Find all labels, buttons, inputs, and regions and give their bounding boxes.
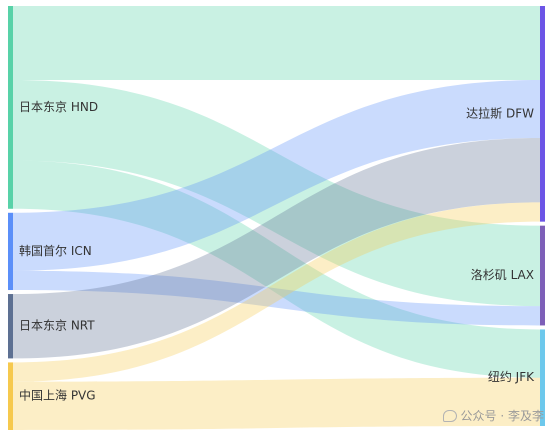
chat-bubble-icon: [442, 409, 457, 422]
link-hnd-lax: [13, 80, 540, 307]
node-label-icn: 韩国首尔 ICN: [19, 243, 92, 258]
link-icn-dfw: [13, 80, 540, 271]
link-pvg-jfk: [13, 377, 540, 430]
node-dfw: [540, 6, 545, 222]
node-pvg: [8, 362, 13, 430]
link-icn-lax: [13, 270, 540, 326]
node-label-jfk: 纽约 JFK: [488, 369, 535, 384]
node-hnd: [8, 6, 13, 209]
node-icn: [8, 212, 13, 291]
link-nrt-dfw: [13, 137, 540, 359]
link-hnd-dfw: [13, 6, 540, 81]
node-label-pvg: 中国上海 PVG: [19, 388, 96, 403]
sankey-labels: 日本东京 HND 韩国首尔 ICN 日本东京 NRT 中国上海 PVG 达拉斯 DFW 洛…: [19, 100, 535, 403]
sankey-nodes: [8, 6, 545, 430]
node-label-nrt: 日本东京 NRT: [19, 319, 95, 333]
node-label-dfw: 达拉斯 DFW: [466, 105, 534, 120]
node-label-hnd: 日本东京 HND: [19, 100, 98, 114]
link-hnd-jfk: [13, 160, 540, 378]
link-pvg-dfw: [13, 202, 540, 382]
watermark-text: 公众号 · 李及李: [460, 409, 544, 423]
node-jfk: [540, 329, 545, 426]
node-label-lax: 洛杉矶 LAX: [471, 267, 534, 282]
node-nrt: [8, 294, 13, 359]
watermark: 公众号 · 李及李: [442, 407, 544, 424]
sankey-links: [13, 6, 540, 430]
node-lax: [540, 225, 545, 326]
